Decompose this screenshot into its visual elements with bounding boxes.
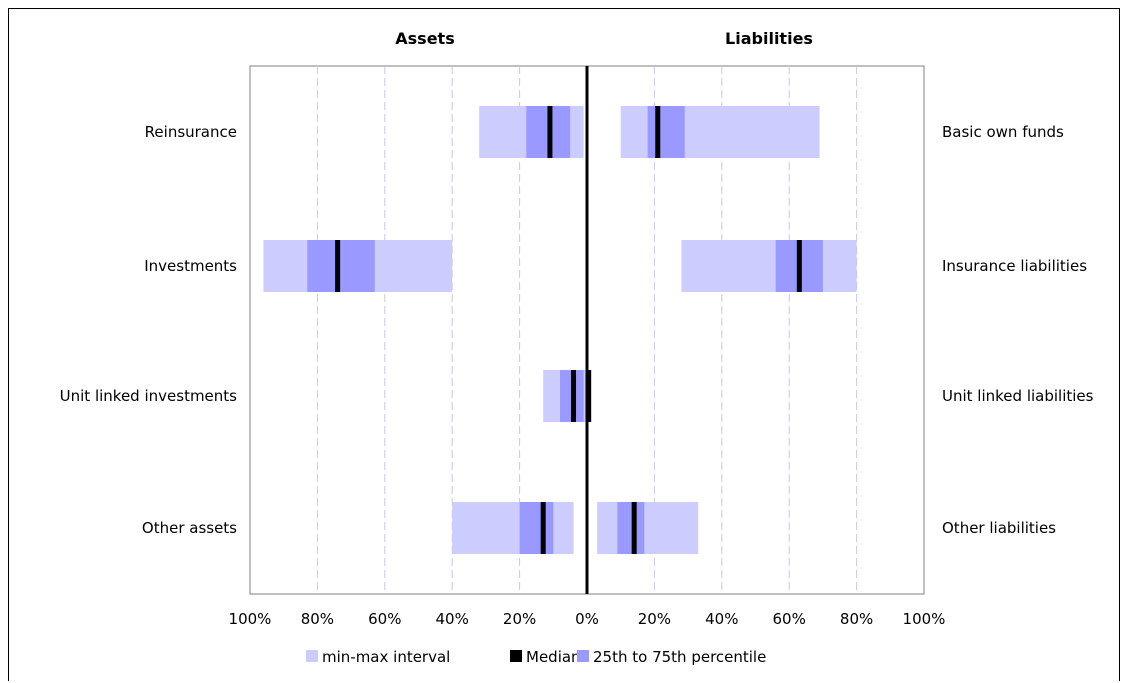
median-legend-swatch bbox=[510, 650, 522, 662]
assets-median-marker bbox=[547, 106, 553, 158]
x-tick-label: 80% bbox=[840, 610, 873, 628]
asset-category-label: Investments bbox=[144, 257, 237, 275]
liability-category-label: Unit linked liabilities bbox=[942, 387, 1094, 405]
x-tick-label: 80% bbox=[301, 610, 334, 628]
x-tick-label: 100% bbox=[229, 610, 272, 628]
assets-minmax-bar bbox=[452, 502, 574, 554]
x-tick-label: 40% bbox=[436, 610, 469, 628]
assets-median-marker bbox=[571, 370, 577, 422]
x-tick-label: 60% bbox=[368, 610, 401, 628]
x-tick-label: 20% bbox=[638, 610, 671, 628]
category-labels: Reinsurance Basic own funds Investments Ins… bbox=[60, 123, 1094, 537]
liability-category-label: Insurance liabilities bbox=[942, 257, 1087, 275]
legend: min-max interval Median 25th to 75th perce… bbox=[306, 648, 766, 666]
asset-category-label: Reinsurance bbox=[145, 123, 237, 141]
liability-category-label: Other liabilities bbox=[942, 519, 1056, 537]
assets-median-marker bbox=[335, 240, 341, 292]
bars bbox=[263, 106, 857, 554]
x-tick-label: 20% bbox=[503, 610, 536, 628]
liabilities-title: Liabilities bbox=[725, 29, 813, 48]
asset-category-label: Unit linked investments bbox=[60, 387, 238, 405]
assets-iqr-bar bbox=[307, 240, 375, 292]
liabilities-median-marker bbox=[796, 240, 802, 292]
x-axis-tick-labels: 100% 80% 60% 40% 20% 0% 20% 40% 60% 80% 100% bbox=[229, 610, 946, 628]
liabilities-iqr-bar bbox=[647, 106, 685, 158]
x-tick-label: 0% bbox=[575, 610, 599, 628]
x-tick-label: 60% bbox=[773, 610, 806, 628]
iqr-legend-swatch bbox=[577, 650, 589, 662]
assets-iqr-bar bbox=[519, 502, 554, 554]
liabilities-median-marker bbox=[586, 370, 592, 422]
liabilities-iqr-bar bbox=[617, 502, 645, 554]
liabilities-median-marker bbox=[655, 106, 661, 158]
asset-category-label: Other assets bbox=[142, 519, 237, 537]
x-tick-label: 40% bbox=[705, 610, 738, 628]
assets-median-marker bbox=[540, 502, 546, 554]
minmax-legend-swatch bbox=[306, 650, 318, 662]
minmax-legend-label: min-max interval bbox=[322, 648, 450, 666]
x-tick-label: 100% bbox=[903, 610, 946, 628]
titles: Assets Liabilities bbox=[395, 29, 813, 48]
liabilities-median-marker bbox=[631, 502, 637, 554]
liabilities-minmax-bar bbox=[681, 240, 857, 292]
liability-category-label: Basic own funds bbox=[942, 123, 1064, 141]
assets-title: Assets bbox=[395, 29, 454, 48]
median-legend-label: Median bbox=[526, 648, 581, 666]
liabilities-minmax-bar bbox=[597, 502, 699, 554]
iqr-legend-label: 25th to 75th percentile bbox=[593, 648, 766, 666]
